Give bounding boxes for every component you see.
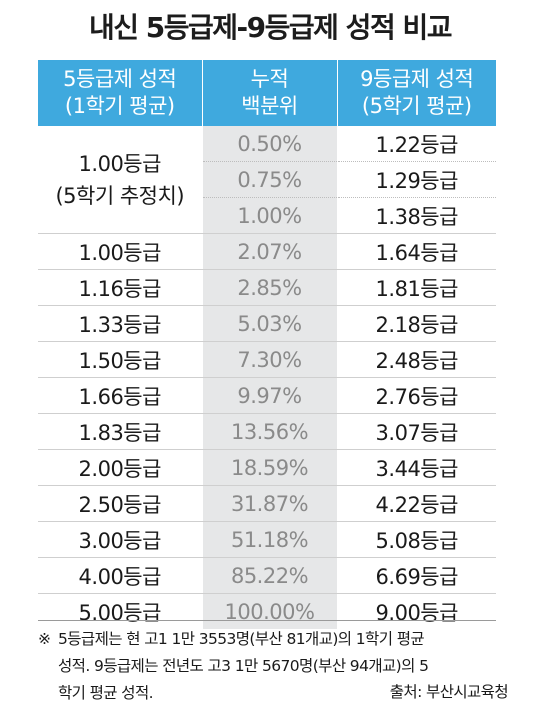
footnote-line2: 성적. 9등급제는 전년도 고3 1만 5670명(부산 94개교)의 5 bbox=[58, 657, 429, 675]
grade9-cell: 1.38등급 bbox=[337, 197, 496, 234]
header-grade5-line1: 5등급제 성적 bbox=[63, 67, 177, 91]
grade5-cell: 5.00등급 bbox=[78, 600, 162, 625]
header-grade5: 5등급제 성적 (1학기 평균) bbox=[38, 60, 202, 126]
header-grade5-line2: (1학기 평균) bbox=[64, 94, 175, 118]
percentile-cell: 31.87% bbox=[201, 485, 338, 522]
grade9-cell: 1.22등급 bbox=[337, 126, 496, 162]
grade5-cell: 1.50등급 bbox=[38, 341, 202, 378]
header-grade9: 9등급제 성적 (5학기 평균) bbox=[336, 60, 496, 126]
percentile-cell: 7.30% bbox=[201, 341, 338, 378]
percentile-cell: 1.00% bbox=[201, 197, 338, 234]
table-row: 1.00% 1.38등급 bbox=[38, 197, 496, 234]
table-header-row: 5등급제 성적 (1학기 평균) 누적 백분위 9등급제 성적 (5학기 평균) bbox=[38, 60, 496, 126]
table-row: 1.66등급 9.97% 2.76등급 bbox=[38, 377, 496, 414]
estimate-grade5-cell: 1.00등급 (5학기 추정치) bbox=[38, 126, 202, 234]
header-grade9-line2: (5학기 평균) bbox=[361, 94, 472, 118]
percentile-cell: 100.00% bbox=[201, 593, 338, 629]
grade5-cell: 1.66등급 bbox=[38, 377, 202, 414]
percentile-cell: 5.03% bbox=[201, 305, 338, 342]
percentile-cell: 13.56% bbox=[201, 413, 338, 450]
grade9-cell: 3.07등급 bbox=[337, 413, 496, 450]
page-title: 내신 5등급제-9등급제 성적 비교 bbox=[89, 11, 452, 44]
footnote-mark: ※ bbox=[38, 630, 51, 648]
grade5-cell: 1.83등급 bbox=[38, 413, 202, 450]
grade9-cell: 9.00등급 bbox=[375, 600, 459, 625]
header-percentile: 누적 백분위 bbox=[201, 60, 337, 126]
percentile-cell: 85.22% bbox=[201, 557, 338, 594]
estimate-grade5-line1: 1.00등급 bbox=[78, 151, 162, 176]
grade9-cell: 2.76등급 bbox=[337, 377, 496, 414]
table-row: 2.50등급 31.87% 4.22등급 bbox=[38, 485, 496, 522]
table-row: 1.00등급 2.07% 1.64등급 bbox=[38, 233, 496, 270]
table-row: 1.50등급 7.30% 2.48등급 bbox=[38, 341, 496, 378]
footnote: ※ 5등급제는 현 고1 1만 3553명(부산 81개교)의 1학기 평균 성적… bbox=[38, 626, 508, 707]
table-row: 1.16등급 2.85% 1.81등급 bbox=[38, 269, 496, 306]
percentile-cell: 2.07% bbox=[201, 233, 338, 270]
footnote-line3: 학기 평균 성적. bbox=[58, 684, 154, 702]
percentile-cell: 18.59% bbox=[201, 449, 338, 486]
source-credit: 출처: 부산시교육청 bbox=[389, 683, 509, 701]
table-row: 1.83등급 13.56% 3.07등급 bbox=[38, 413, 496, 450]
percentile-cell: 51.18% bbox=[201, 521, 338, 558]
grade9-cell: 1.64등급 bbox=[337, 233, 496, 270]
grade5-cell: 2.00등급 bbox=[38, 449, 202, 486]
grade9-cell: 2.18등급 bbox=[337, 305, 496, 342]
header-percentile-line1: 누적 bbox=[250, 67, 289, 91]
grade9-cell: 1.29등급 bbox=[337, 161, 496, 198]
table-row: 5.00등급 100.00% 9.00등급 bbox=[38, 593, 496, 629]
table-row: 1.33등급 5.03% 2.18등급 bbox=[38, 305, 496, 342]
header-grade9-line1: 9등급제 성적 bbox=[360, 67, 474, 91]
table-row: 4.00등급 85.22% 6.69등급 bbox=[38, 557, 496, 594]
grade5-cell: 1.33등급 bbox=[38, 305, 202, 342]
grade-comparison-table: 5등급제 성적 (1학기 평균) 누적 백분위 9등급제 성적 (5학기 평균)… bbox=[38, 60, 496, 629]
grade5-cell: 1.16등급 bbox=[38, 269, 202, 306]
percentile-cell: 2.85% bbox=[201, 269, 338, 306]
table-row: 3.00등급 51.18% 5.08등급 bbox=[38, 521, 496, 558]
grade9-cell: 4.22등급 bbox=[337, 485, 496, 522]
grade9-cell: 5.08등급 bbox=[337, 521, 496, 558]
note-divider bbox=[38, 620, 496, 621]
table-row: 1.00등급 (5학기 추정치) 0.50% 1.22등급 bbox=[38, 126, 496, 234]
grade5-cell: 4.00등급 bbox=[38, 557, 202, 594]
grade5-cell: 3.00등급 bbox=[38, 521, 202, 558]
grade5-cell: 2.50등급 bbox=[38, 485, 202, 522]
grade9-cell: 2.48등급 bbox=[337, 341, 496, 378]
grade5-cell: 1.00등급 bbox=[38, 233, 202, 270]
grade9-cell: 1.81등급 bbox=[337, 269, 496, 306]
footnote-line1: ※ 5등급제는 현 고1 1만 3553명(부산 81개교)의 1학기 평균 bbox=[38, 626, 508, 653]
estimate-grade5-line2: (5학기 추정치) bbox=[55, 183, 185, 208]
footnote-text1: 5등급제는 현 고1 1만 3553명(부산 81개교)의 1학기 평균 bbox=[58, 630, 425, 648]
percentile-cell: 9.97% bbox=[201, 377, 338, 414]
table-row: 2.00등급 18.59% 3.44등급 bbox=[38, 449, 496, 486]
percentile-cell: 0.50% bbox=[201, 126, 338, 162]
header-percentile-line2: 백분위 bbox=[241, 94, 298, 118]
grade9-cell: 6.69등급 bbox=[337, 557, 496, 594]
percentile-cell: 0.75% bbox=[201, 161, 338, 198]
table-row: 0.75% 1.29등급 bbox=[38, 161, 496, 198]
grade9-cell: 3.44등급 bbox=[337, 449, 496, 486]
